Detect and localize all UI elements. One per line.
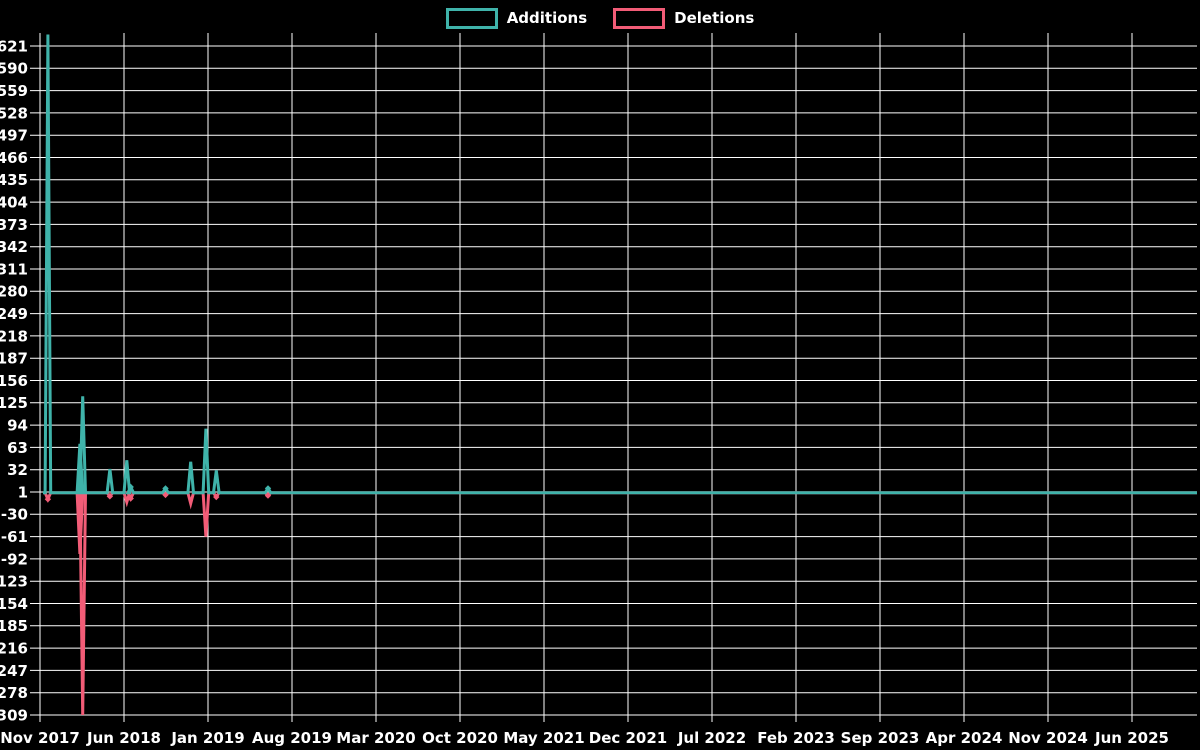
y-tick-label: 280	[0, 283, 28, 301]
data-point-marker	[127, 483, 134, 491]
x-tick-label: Jul 2022	[677, 729, 746, 747]
y-tick-label: 373	[0, 216, 28, 234]
x-tick-label: Aug 2019	[252, 729, 332, 747]
data-point-marker	[264, 492, 272, 499]
y-tick-label: 125	[0, 394, 28, 412]
x-tick-label: Mar 2020	[336, 729, 415, 747]
y-tick-label: 32	[7, 461, 28, 479]
y-tick-label: -247	[0, 662, 28, 680]
x-tick-label: Dec 2021	[589, 729, 668, 747]
y-tick-label: 311	[0, 260, 28, 278]
data-point-marker	[162, 485, 169, 492]
x-tick-label: Nov 2024	[1008, 729, 1088, 747]
x-tick-label: Jun 2025	[1094, 729, 1169, 747]
additions-markers	[127, 483, 272, 492]
x-tick-label: Oct 2020	[422, 729, 498, 747]
y-tick-label: 621	[0, 37, 28, 55]
y-tick-label: -61	[1, 528, 28, 546]
data-point-marker	[264, 485, 272, 492]
y-tick-label: -278	[0, 684, 28, 702]
x-tick-label: Jun 2018	[86, 729, 161, 747]
y-tick-label: -154	[0, 595, 28, 613]
y-tick-label: 63	[7, 439, 28, 457]
deletions-legend-label: Deletions	[674, 9, 755, 27]
x-tick-label: Feb 2023	[757, 729, 835, 747]
deletions-markers	[44, 491, 272, 503]
y-tick-label: 342	[0, 238, 28, 256]
y-tick-label: 187	[0, 350, 28, 368]
y-tick-label: -92	[1, 550, 28, 568]
data-point-marker	[44, 495, 52, 503]
y-tick-label: -216	[0, 640, 28, 658]
y-tick-label: 156	[0, 372, 28, 390]
y-tick-label: 249	[0, 305, 28, 323]
y-tick-label: 218	[0, 327, 28, 345]
y-tick-label: 404	[0, 194, 28, 212]
y-tick-label: 559	[0, 82, 28, 100]
gridlines	[30, 33, 1197, 722]
y-tick-label: -309	[0, 706, 28, 724]
y-tick-label: 497	[0, 127, 28, 145]
y-tick-label: -30	[1, 506, 28, 524]
deletions-swatch-icon	[613, 8, 666, 29]
y-tick-label: 528	[0, 104, 28, 122]
y-tick-label: 435	[0, 171, 28, 189]
x-tick-label: May 2021	[503, 729, 584, 747]
x-tick-label: Jan 2019	[170, 729, 244, 747]
x-tick-label: Nov 2017	[0, 729, 80, 747]
data-point-marker	[127, 495, 134, 502]
y-tick-label: -185	[0, 617, 28, 635]
data-point-marker	[213, 493, 220, 501]
legend-item-additions[interactable]: Additions	[445, 8, 588, 29]
x-axis-tick-labels: Nov 2017 Jun 2018 Jan 2019 Aug 2019 Mar 2020…	[0, 729, 1169, 747]
y-tick-label: 466	[0, 149, 28, 167]
y-axis-tick-labels: 621 590 559 528 497 466 435 404 373 342 311 280 249 2…	[0, 37, 28, 724]
legend-item-deletions[interactable]: Deletions	[613, 8, 754, 29]
data-point-marker	[162, 491, 169, 499]
y-tick-label: 1	[18, 483, 28, 501]
data-point-marker	[106, 493, 114, 500]
y-tick-label: -123	[0, 573, 28, 591]
y-tick-label: 590	[0, 60, 28, 78]
x-tick-label: Apr 2024	[926, 729, 1003, 747]
y-tick-label: 94	[7, 417, 28, 435]
x-tick-label: Sep 2023	[841, 729, 920, 747]
chart-legend: Additions Deletions	[0, 8, 1200, 29]
additions-legend-label: Additions	[506, 9, 588, 27]
additions-line	[43, 34, 1197, 495]
additions-swatch-icon	[445, 8, 498, 29]
